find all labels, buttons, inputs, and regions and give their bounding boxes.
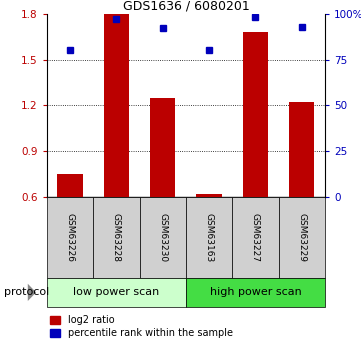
Bar	[47, 278, 186, 307]
Bar	[279, 197, 325, 278]
Bar	[93, 197, 140, 278]
Title: GDS1636 / 6080201: GDS1636 / 6080201	[122, 0, 249, 13]
Bar	[232, 197, 279, 278]
Bar	[57, 174, 83, 197]
Bar	[196, 194, 222, 197]
Text: GSM63227: GSM63227	[251, 213, 260, 262]
Text: GSM63163: GSM63163	[205, 213, 214, 262]
Bar	[47, 197, 93, 278]
Legend: log2 ratio, percentile rank within the sample: log2 ratio, percentile rank within the s…	[48, 313, 235, 340]
Text: GSM63229: GSM63229	[297, 213, 306, 262]
Bar	[186, 278, 325, 307]
Text: protocol: protocol	[4, 287, 49, 297]
Bar	[289, 102, 314, 197]
Text: GSM63228: GSM63228	[112, 213, 121, 262]
Bar	[186, 197, 232, 278]
Text: GSM63230: GSM63230	[158, 213, 167, 262]
Text: GSM63226: GSM63226	[66, 213, 75, 262]
Bar	[243, 32, 268, 197]
Text: low power scan: low power scan	[73, 287, 160, 297]
Bar	[104, 14, 129, 197]
Bar	[150, 98, 175, 197]
Text: high power scan: high power scan	[209, 287, 301, 297]
Bar	[140, 197, 186, 278]
